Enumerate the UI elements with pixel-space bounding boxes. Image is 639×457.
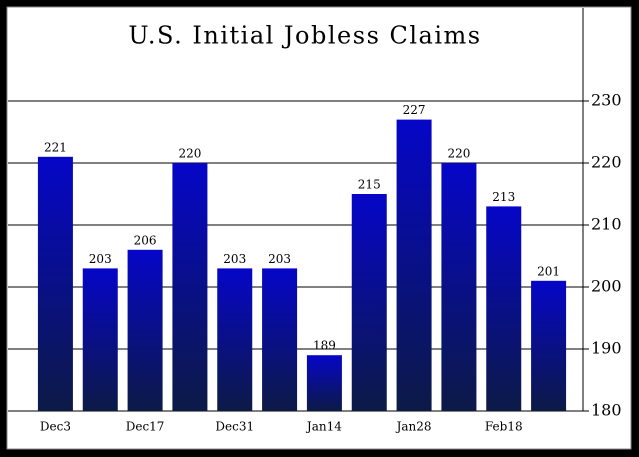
x-tick-label: Dec17	[126, 420, 165, 434]
y-tick-label: 180	[591, 401, 622, 420]
value-label: 206	[134, 233, 157, 247]
y-tick-label: 230	[591, 91, 622, 110]
x-tick-label: Feb18	[485, 420, 523, 434]
value-label: 213	[492, 190, 515, 204]
bar	[531, 280, 567, 411]
bar	[306, 355, 342, 411]
bar	[262, 268, 298, 411]
value-label: 189	[313, 339, 336, 353]
x-tick-label: Dec3	[40, 420, 71, 434]
y-tick-label: 190	[591, 339, 622, 358]
value-label: 201	[537, 264, 560, 278]
y-tick-label: 200	[591, 277, 622, 296]
bar	[396, 119, 432, 411]
x-tick-label: Jan14	[305, 420, 342, 434]
y-tick-label: 210	[591, 215, 622, 234]
value-label: 203	[268, 252, 291, 266]
value-label: 203	[223, 252, 246, 266]
chart-title: U.S. Initial Jobless Claims	[128, 22, 481, 50]
x-tick-label: Jan28	[395, 420, 432, 434]
bar	[351, 194, 387, 411]
bar	[37, 156, 73, 411]
bar	[441, 163, 477, 411]
bar	[486, 206, 522, 411]
value-label: 215	[358, 178, 381, 192]
bar	[127, 249, 163, 411]
y-tick-label: 220	[591, 153, 622, 172]
value-label: 221	[44, 140, 67, 154]
bar	[172, 163, 208, 411]
bar	[82, 268, 118, 411]
value-label: 220	[178, 147, 201, 161]
x-tick-label: Dec31	[215, 420, 254, 434]
value-label: 227	[403, 103, 426, 117]
value-label: 203	[89, 252, 112, 266]
bar	[217, 268, 253, 411]
value-label: 220	[447, 147, 470, 161]
